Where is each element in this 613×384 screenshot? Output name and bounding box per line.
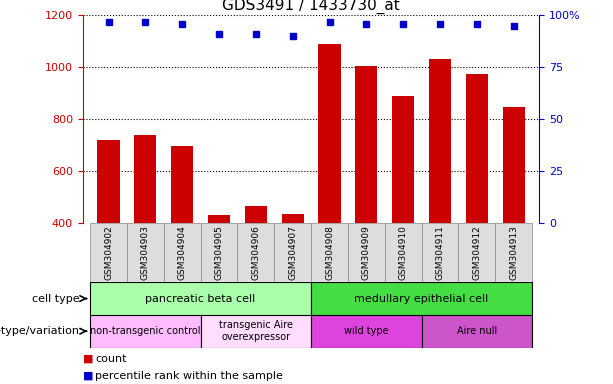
Bar	[90, 223, 127, 282]
Text: genotype/variation: genotype/variation	[0, 326, 80, 336]
Bar	[422, 315, 532, 348]
Text: percentile rank within the sample: percentile rank within the sample	[95, 371, 283, 381]
Text: pancreatic beta cell: pancreatic beta cell	[145, 293, 256, 304]
Text: GSM304910: GSM304910	[398, 225, 408, 280]
Bar	[466, 74, 488, 223]
Bar	[90, 282, 311, 315]
Bar	[237, 223, 274, 282]
Bar	[422, 223, 459, 282]
Bar	[459, 223, 495, 282]
Text: ■: ■	[83, 371, 93, 381]
Text: GSM304911: GSM304911	[435, 225, 444, 280]
Text: non-transgenic control: non-transgenic control	[90, 326, 200, 336]
Text: count: count	[95, 354, 126, 364]
Bar	[311, 315, 422, 348]
Text: GSM304907: GSM304907	[288, 225, 297, 280]
Text: GSM304909: GSM304909	[362, 225, 371, 280]
Bar	[311, 223, 348, 282]
Text: GSM304905: GSM304905	[215, 225, 224, 280]
Text: cell type: cell type	[32, 293, 80, 304]
Bar	[385, 223, 422, 282]
Text: GSM304902: GSM304902	[104, 225, 113, 280]
Bar	[319, 44, 341, 223]
Bar	[245, 206, 267, 223]
Text: GSM304912: GSM304912	[473, 225, 481, 280]
Text: GSM304908: GSM304908	[325, 225, 334, 280]
Text: GSM304904: GSM304904	[178, 225, 187, 280]
Bar	[164, 223, 200, 282]
Bar	[281, 214, 303, 223]
Text: GSM304903: GSM304903	[141, 225, 150, 280]
Bar	[90, 315, 200, 348]
Text: transgenic Aire
overexpressor: transgenic Aire overexpressor	[219, 320, 293, 342]
Bar	[503, 108, 525, 223]
Text: medullary epithelial cell: medullary epithelial cell	[354, 293, 489, 304]
Bar	[311, 282, 532, 315]
Bar	[495, 223, 532, 282]
Bar	[274, 223, 311, 282]
Bar	[97, 140, 120, 223]
Bar	[348, 223, 385, 282]
Bar	[200, 315, 311, 348]
Text: GSM304906: GSM304906	[251, 225, 261, 280]
Text: Aire null: Aire null	[457, 326, 497, 336]
Text: GSM304913: GSM304913	[509, 225, 518, 280]
Text: ■: ■	[83, 354, 93, 364]
Bar	[134, 135, 156, 223]
Bar	[127, 223, 164, 282]
Bar	[171, 146, 193, 223]
Bar	[356, 66, 378, 223]
Bar	[392, 96, 414, 223]
Title: GDS3491 / 1433730_at: GDS3491 / 1433730_at	[223, 0, 400, 14]
Bar	[208, 215, 230, 223]
Bar	[429, 60, 451, 223]
Bar	[200, 223, 237, 282]
Text: wild type: wild type	[344, 326, 389, 336]
